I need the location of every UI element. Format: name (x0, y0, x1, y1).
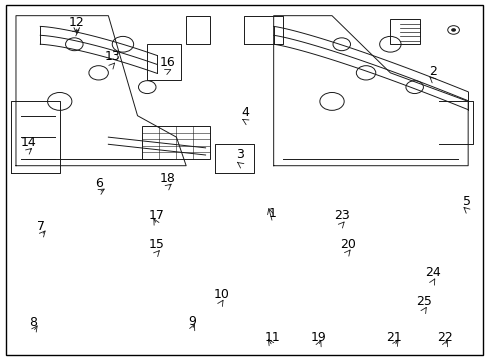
Bar (147, 44, 181, 80)
Text: 8: 8 (29, 316, 37, 329)
Text: 14: 14 (20, 136, 36, 149)
Text: 16: 16 (160, 55, 175, 69)
Bar (142, 126, 210, 158)
Circle shape (450, 28, 455, 32)
Text: 21: 21 (386, 331, 401, 344)
Text: 10: 10 (213, 288, 229, 301)
Text: 12: 12 (69, 16, 84, 29)
Text: 22: 22 (436, 331, 452, 344)
Bar (186, 16, 210, 44)
Text: 3: 3 (235, 148, 243, 162)
Text: 13: 13 (104, 50, 120, 63)
Text: 23: 23 (333, 209, 349, 222)
Text: 17: 17 (149, 209, 164, 222)
Text: 2: 2 (428, 64, 436, 77)
Text: 19: 19 (310, 331, 325, 344)
Text: 11: 11 (264, 331, 280, 344)
Text: 6: 6 (95, 177, 102, 190)
Text: 15: 15 (149, 238, 164, 251)
Text: 24: 24 (425, 266, 440, 279)
Text: 7: 7 (37, 220, 45, 233)
Text: 20: 20 (339, 238, 355, 251)
Text: 18: 18 (160, 172, 175, 185)
Text: 4: 4 (241, 105, 249, 119)
Bar (389, 19, 419, 44)
Text: 9: 9 (188, 315, 196, 328)
Text: 1: 1 (268, 207, 276, 220)
Text: 25: 25 (416, 295, 431, 308)
Text: 5: 5 (462, 195, 470, 208)
